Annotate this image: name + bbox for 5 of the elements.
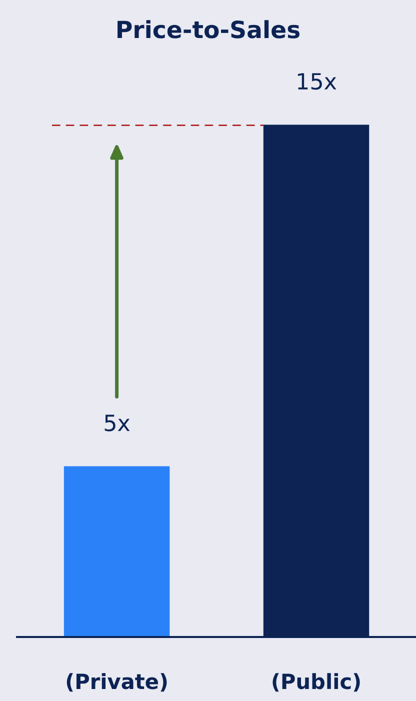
data-label: 15x: [298, 73, 336, 90]
x-tick-label: (Public): [272, 673, 360, 692]
x-tick-label: (Private): [66, 673, 167, 692]
data-label: 5x: [104, 414, 130, 432]
chart-title: Price-to-Sales: [118, 20, 300, 38]
